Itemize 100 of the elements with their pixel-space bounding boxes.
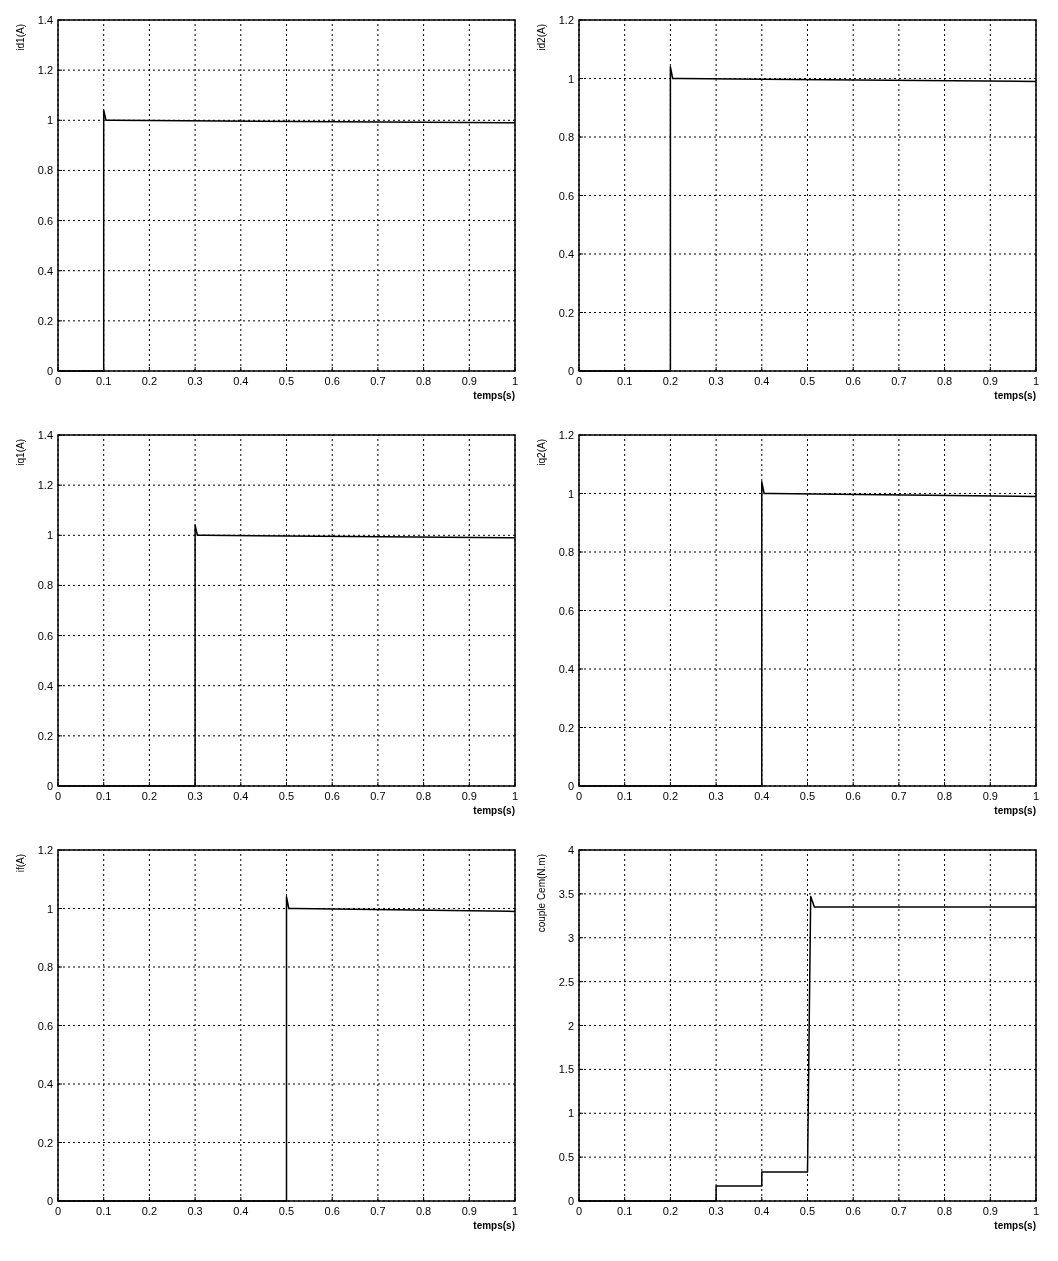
x-tick-label: 1 (511, 1205, 519, 1217)
y-tick-label: 0.6 (558, 189, 574, 202)
y-tick-label: 0.8 (37, 961, 53, 973)
x-tick-label: 0.2 (662, 1205, 679, 1217)
x-axis-title: temps(s) (473, 1220, 515, 1231)
y-axis-title: if(A) (15, 854, 26, 873)
y-axis-title: id1(A) (15, 24, 26, 51)
x-tick-label: 0.8 (936, 1205, 953, 1217)
x-tick-label: 0.1 (617, 790, 633, 802)
y-tick-label: 0 (567, 365, 574, 377)
x-tick-label: 0 (575, 375, 583, 387)
x-tick-label: 0.1 (617, 1205, 633, 1217)
x-tick-label: 0.6 (845, 790, 861, 802)
x-tick-label: 1 (1032, 790, 1040, 802)
x-tick-label: 0.8 (415, 1205, 432, 1217)
y-tick-label: 0 (46, 365, 53, 377)
x-axis-title: temps(s) (473, 805, 515, 816)
y-tick-label: 1 (46, 529, 53, 542)
y-tick-label: 1.4 (37, 14, 53, 26)
y-tick-label: 0 (46, 1195, 53, 1207)
y-axis-title: id2(A) (536, 24, 547, 51)
y-tick-label: 0.2 (37, 729, 53, 742)
x-tick-label: 0.5 (278, 790, 295, 802)
x-tick-label: 0.3 (187, 1205, 203, 1217)
x-tick-label: 0.3 (708, 1205, 724, 1217)
x-tick-label: 0.7 (370, 1205, 386, 1217)
x-tick-label: 0.5 (278, 1205, 295, 1217)
x-tick-label: 0.9 (982, 375, 998, 387)
y-tick-label: 0 (567, 780, 574, 792)
y-tick-label: 1.2 (37, 844, 53, 856)
y-tick-label: 1.2 (37, 479, 53, 492)
y-tick-label: 0.5 (558, 1151, 574, 1164)
y-tick-label: 1.5 (558, 1063, 574, 1076)
x-tick-label: 0.5 (278, 375, 295, 387)
y-tick-label: 0.6 (37, 629, 53, 642)
x-tick-label: 0.7 (370, 790, 386, 802)
y-tick-label: 0.6 (558, 604, 574, 617)
x-tick-label: 0.6 (845, 375, 861, 387)
x-tick-label: 0.1 (617, 375, 633, 387)
x-tick-label: 0.6 (324, 1205, 340, 1217)
y-axis-title: iq1(A) (15, 439, 26, 466)
x-tick-label: 0.9 (982, 790, 998, 802)
x-tick-label: 0.9 (461, 790, 477, 802)
x-tick-label: 0 (575, 790, 583, 802)
y-tick-label: 0.4 (558, 248, 574, 260)
y-tick-label: 2.5 (558, 975, 574, 988)
y-tick-label: 3 (567, 931, 574, 944)
x-tick-label: 0.3 (187, 790, 203, 802)
y-tick-label: 0.6 (37, 1019, 53, 1032)
y-tick-label: 1.2 (558, 14, 574, 26)
x-tick-label: 0.3 (708, 790, 724, 802)
y-tick-label: 1 (567, 487, 574, 500)
x-tick-label: 0.1 (96, 375, 112, 387)
y-axis-title: couple Cem(N.m) (536, 854, 547, 933)
x-tick-label: 0 (54, 790, 62, 802)
x-axis-title: temps(s) (473, 390, 515, 401)
x-tick-label: 0.2 (141, 375, 158, 387)
x-tick-label: 0.9 (461, 375, 477, 387)
y-tick-label: 1.4 (37, 429, 53, 441)
y-tick-label: 0.2 (558, 721, 574, 734)
y-tick-label: 0.2 (37, 314, 53, 327)
y-tick-label: 0.4 (37, 1078, 53, 1090)
x-tick-label: 0.4 (754, 790, 770, 802)
x-tick-label: 0 (54, 1205, 62, 1217)
x-tick-label: 0.4 (754, 375, 770, 387)
x-tick-label: 0.4 (233, 790, 249, 802)
y-tick-label: 0.4 (37, 679, 53, 692)
x-tick-label: 0.2 (141, 1205, 158, 1217)
x-tick-label: 0.3 (708, 375, 724, 387)
x-tick-label: 0.6 (324, 790, 340, 802)
y-tick-label: 0.2 (37, 1136, 53, 1149)
x-axis-title: temps(s) (994, 1220, 1036, 1231)
y-tick-label: 0.8 (558, 546, 574, 558)
x-tick-label: 0.3 (187, 375, 203, 387)
y-tick-label: 1.2 (37, 64, 53, 77)
x-tick-label: 0.8 (936, 790, 953, 802)
y-tick-label: 0.4 (558, 663, 574, 675)
x-tick-label: 0.7 (891, 375, 907, 387)
x-tick-label: 0.2 (141, 790, 158, 802)
y-tick-label: 0.6 (37, 214, 53, 227)
x-tick-label: 0.9 (982, 1205, 998, 1217)
x-tick-label: 0 (54, 375, 62, 387)
y-tick-label: 3.5 (558, 887, 574, 900)
x-tick-label: 0.5 (799, 375, 816, 387)
x-tick-label: 1 (511, 790, 519, 802)
y-tick-label: 4 (567, 844, 574, 856)
y-tick-label: 0 (567, 1195, 574, 1207)
x-tick-label: 0.4 (233, 375, 249, 387)
x-tick-label: 0.7 (370, 375, 386, 387)
x-axis-title: temps(s) (994, 805, 1036, 816)
y-tick-label: 2 (567, 1019, 574, 1032)
y-tick-label: 0.8 (37, 579, 53, 592)
x-tick-label: 1 (1032, 1205, 1040, 1217)
x-tick-label: 0.8 (415, 375, 432, 387)
y-tick-label: 0.2 (558, 306, 574, 319)
y-tick-label: 1 (567, 1107, 574, 1120)
x-tick-label: 0.2 (662, 790, 679, 802)
x-tick-label: 0.4 (754, 1205, 770, 1217)
x-tick-label: 0.4 (233, 1205, 249, 1217)
x-tick-label: 1 (1032, 375, 1040, 387)
